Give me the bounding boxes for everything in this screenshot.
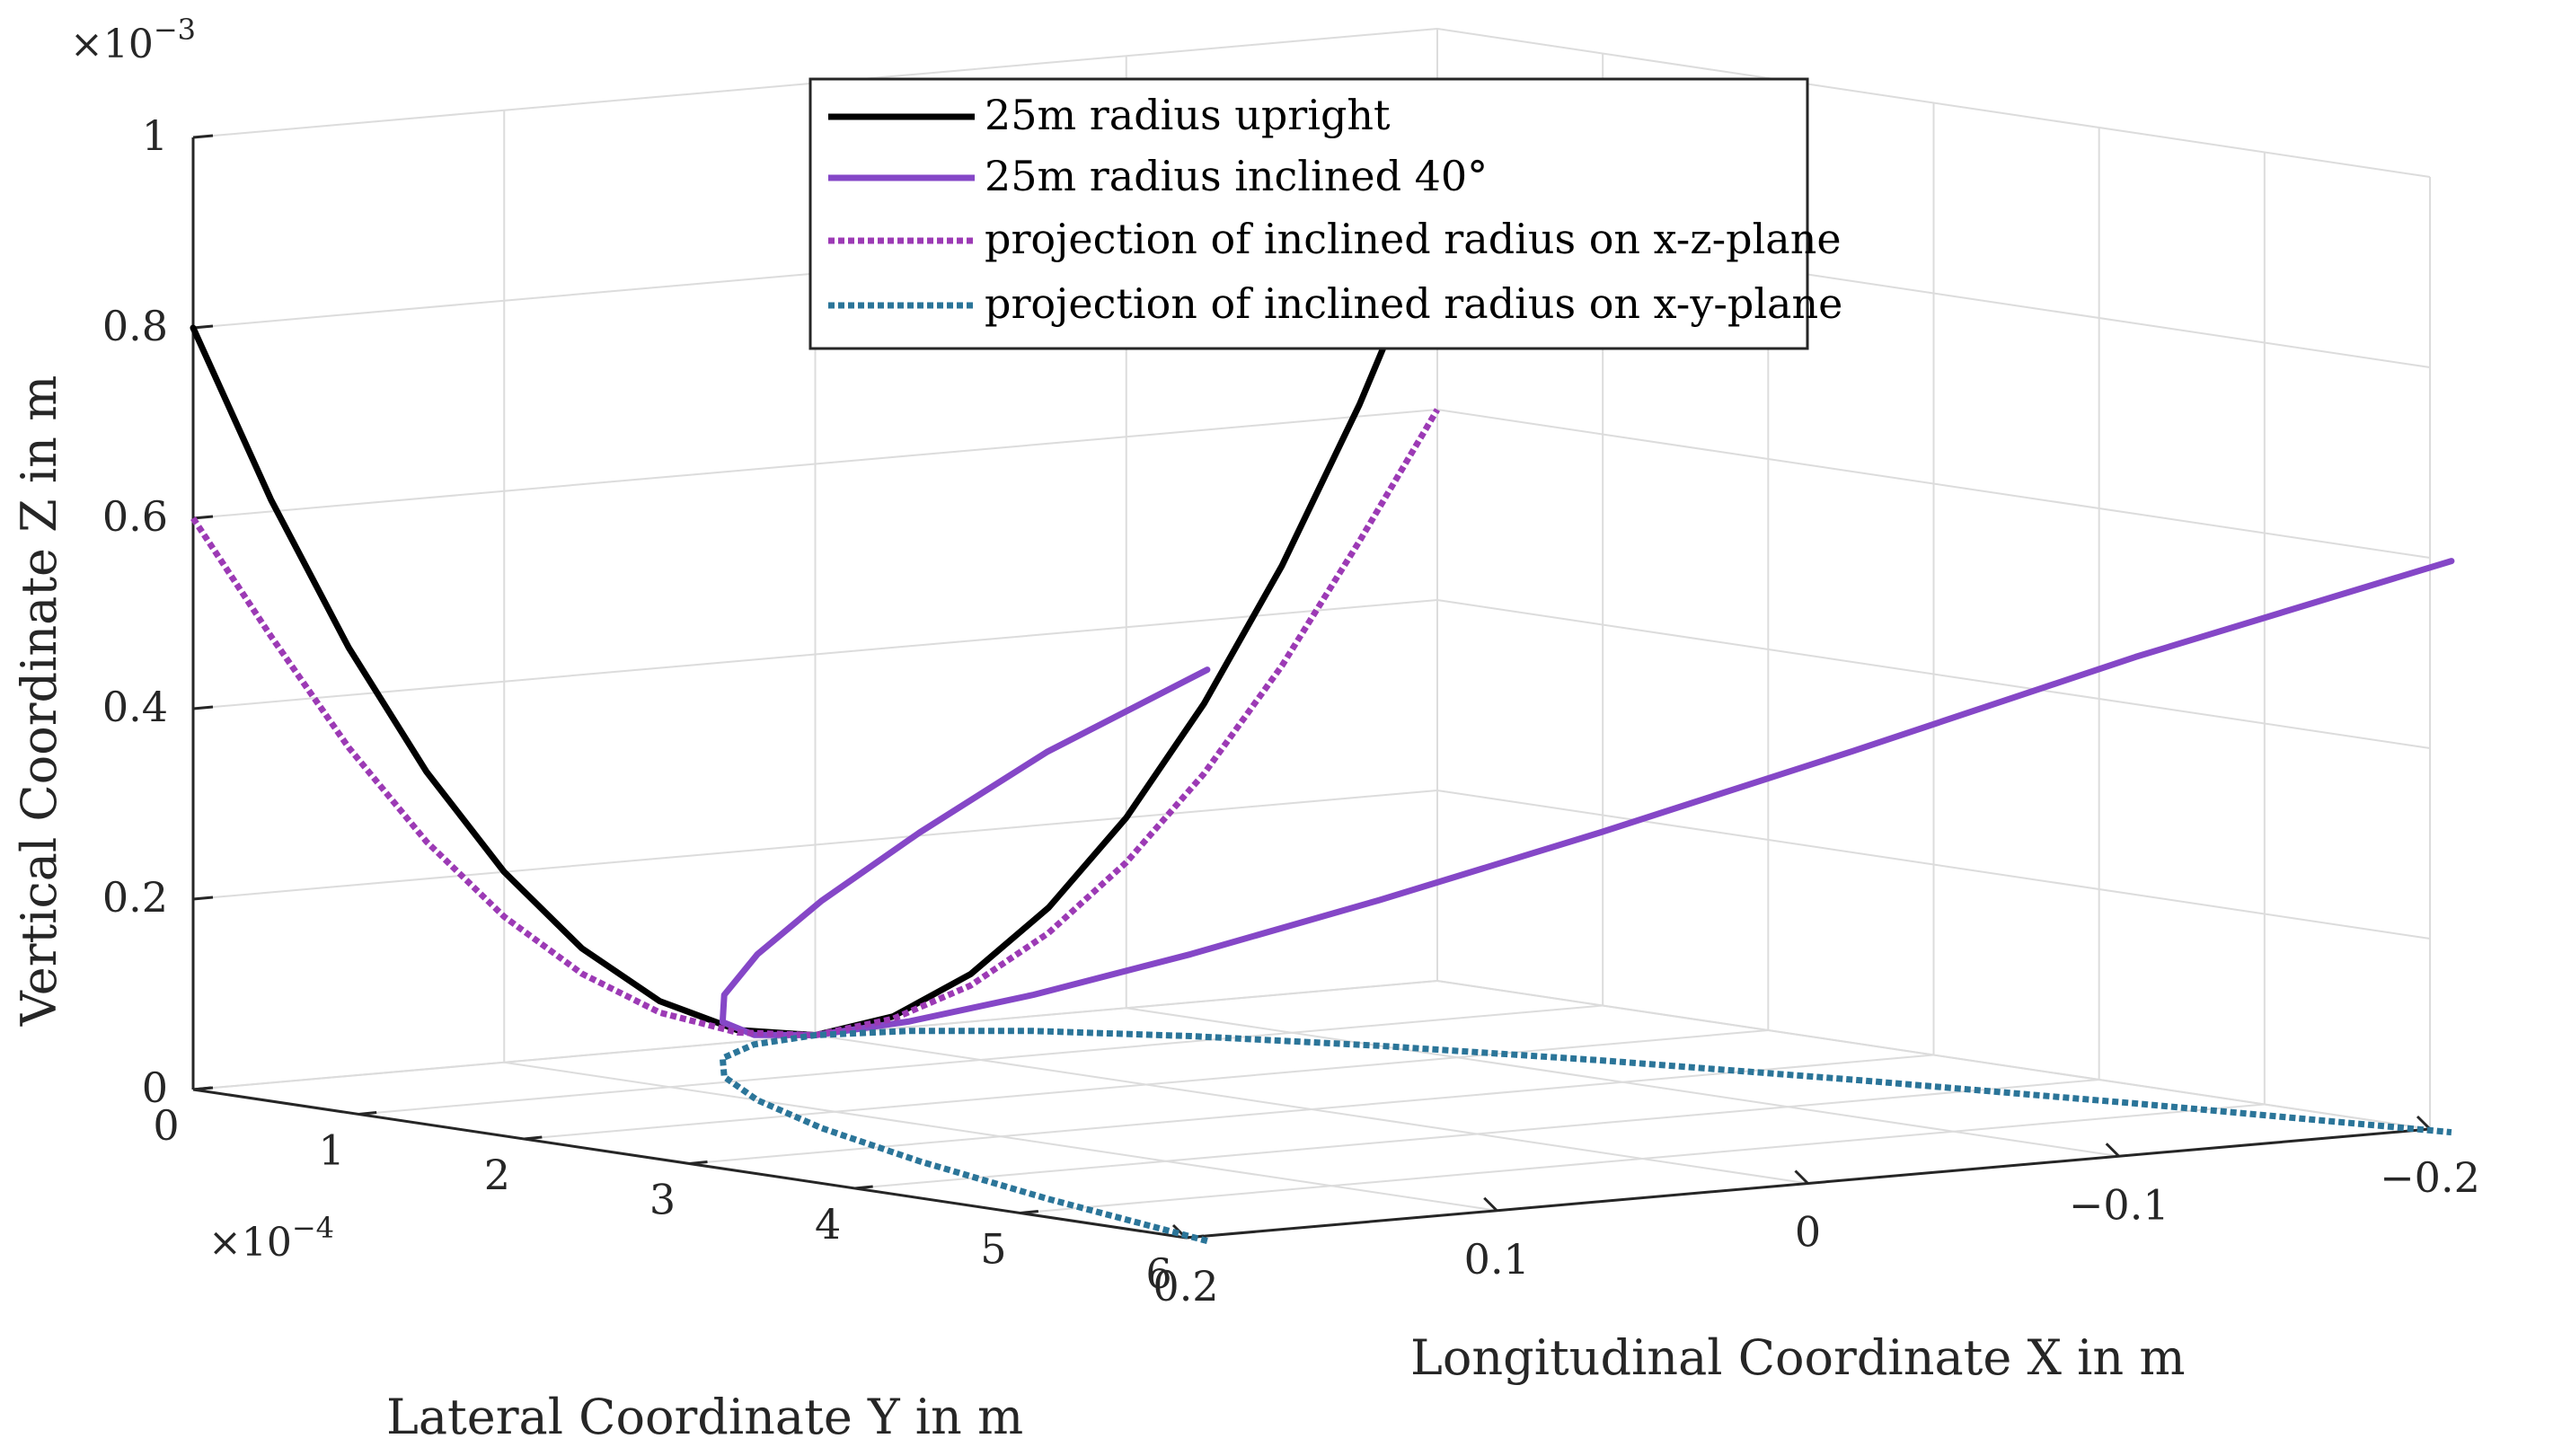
side-grid-z-3 — [1436, 409, 2431, 559]
legend-entry-inclined: 25m radius inclined 40° — [828, 152, 1488, 200]
legend-label-proj-xy: projection of inclined radius on x-y-pla… — [985, 279, 1842, 328]
y-tick-label-0: 0 — [153, 1101, 179, 1150]
y-tick-label-6: 6 — [1145, 1249, 1171, 1298]
x-tick-mark-4 — [2416, 1115, 2432, 1131]
legend-entry-upright: 25m radius upright — [828, 91, 1391, 139]
x-tick-mark-3 — [2105, 1143, 2120, 1158]
z-tick-label-1: 0.2 — [102, 873, 168, 922]
z-tick-mark-2 — [192, 705, 214, 710]
side-grid-z-0 — [1436, 980, 2431, 1130]
z-tick-label-0: 0 — [142, 1063, 168, 1112]
legend-label-upright: 25m radius upright — [985, 91, 1391, 139]
y-tick-mark-1 — [358, 1111, 377, 1116]
y-tick-label-5: 5 — [980, 1225, 1006, 1274]
x-tick-label-0: 0.2 — [1153, 1262, 1218, 1310]
y-tick-label-3: 3 — [649, 1176, 676, 1224]
y-tick-label-2: 2 — [484, 1151, 510, 1199]
floor-grid-y-1 — [358, 1004, 1604, 1116]
z-tick-mark-5 — [192, 134, 214, 139]
series-line-2 — [190, 408, 1441, 1038]
y-axis-title: Lateral Coordinate Y in m — [386, 1389, 1023, 1445]
series-line-3 — [719, 1028, 2452, 1244]
legend-label-inclined: 25m radius inclined 40° — [985, 152, 1488, 200]
y-tick-label-1: 1 — [319, 1126, 345, 1175]
z-tick-label-4: 0.8 — [102, 302, 168, 350]
y-tick-mark-5 — [1020, 1210, 1038, 1214]
floor-grid-y-4 — [854, 1079, 2099, 1189]
floor-grid-y-5 — [1020, 1103, 2265, 1214]
x-tick-label-2: 0 — [1795, 1208, 1821, 1257]
z-axis-title: Vertical Coordinate Z in m — [11, 375, 67, 1028]
z-axis-exponent: ×10−3 — [70, 13, 196, 67]
y-tick-label-4: 4 — [815, 1200, 841, 1249]
x-tick-label-1: 0.1 — [1464, 1235, 1530, 1284]
series-layer — [190, 216, 2455, 1244]
wall-grid-z-3 — [192, 409, 1438, 519]
floor-grid-y-3 — [689, 1054, 1934, 1165]
legend-entry-proj-xy: projection of inclined radius on x-y-pla… — [828, 279, 1842, 328]
floor-grid-y-2 — [524, 1029, 1769, 1140]
side-grid-z-5 — [1436, 28, 2431, 178]
x-tick-mark-2 — [1794, 1169, 1809, 1185]
legend-label-proj-xz: projection of inclined radius on x-z-pla… — [985, 215, 1842, 263]
wall-grid-z-2 — [192, 599, 1438, 710]
y-tick-mark-3 — [689, 1160, 708, 1165]
x-tick-label-3: −0.1 — [2069, 1180, 2169, 1229]
side-grid-z-1 — [1436, 790, 2431, 940]
legend: 25m radius upright 25m radius inclined 4… — [808, 77, 1842, 350]
x-tick-label-4: −0.2 — [2380, 1153, 2480, 1202]
wall-grid-z-1 — [192, 790, 1438, 900]
y-tick-mark-4 — [854, 1185, 873, 1190]
z-tick-label-5: 1 — [142, 111, 168, 160]
legend-entry-proj-xz: projection of inclined radius on x-z-pla… — [828, 215, 1842, 263]
x-axis-title: Longitudinal Coordinate X in m — [1410, 1329, 2186, 1386]
legend-box — [808, 77, 1809, 350]
side-grid-z-2 — [1436, 599, 2431, 749]
y-tick-mark-2 — [524, 1135, 543, 1141]
z-tick-label-2: 0.4 — [102, 683, 168, 731]
y-axis-exponent: ×10−4 — [208, 1211, 334, 1266]
y-tick-mark-0 — [192, 1086, 212, 1091]
x-tick-mark-1 — [1483, 1196, 1498, 1212]
z-tick-mark-1 — [192, 896, 214, 901]
z-tick-label-3: 0.6 — [102, 492, 168, 541]
